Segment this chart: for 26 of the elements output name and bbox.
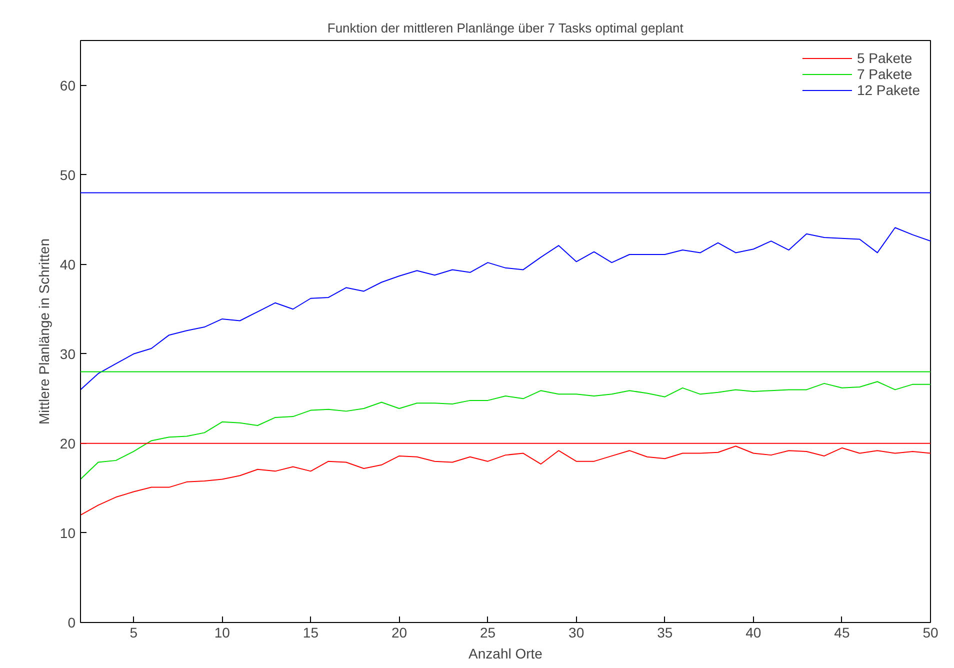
x-tick-label: 30	[568, 624, 584, 640]
y-tick-label: 40	[60, 256, 76, 272]
line-series	[80, 227, 930, 390]
y-axis-title: Mittlere Planlänge in Schritten	[36, 238, 52, 424]
y-tick-label: 10	[60, 524, 76, 541]
legend-label: 7 Pakete	[856, 66, 912, 82]
y-tick-label: 60	[60, 77, 76, 94]
x-tick-label: 35	[657, 624, 673, 640]
line-series	[80, 381, 930, 480]
x-tick-label: 5	[130, 624, 138, 640]
x-tick-label: 25	[480, 624, 496, 640]
x-tick-label: 50	[922, 624, 938, 640]
y-tick-label: 30	[60, 346, 76, 362]
line-series	[80, 446, 930, 516]
legend-label: 12 Pakete	[856, 82, 920, 98]
y-tick-label: 20	[60, 435, 76, 452]
y-tick-label: 50	[60, 166, 76, 183]
legend-label: 5 Pakete	[856, 50, 912, 66]
y-tick-label: 0	[68, 614, 76, 630]
x-tick-label: 15	[302, 624, 319, 640]
x-axis-title: Anzahl Orte	[468, 646, 543, 662]
x-tick-label: 40	[746, 624, 762, 640]
x-tick-label: 20	[391, 624, 408, 640]
x-tick-label: 45	[834, 624, 850, 640]
chart-title: Funktion der mittleren Planlänge über 7 Tasks optimal geplant	[327, 20, 684, 36]
x-tick-label: 10	[214, 624, 230, 640]
